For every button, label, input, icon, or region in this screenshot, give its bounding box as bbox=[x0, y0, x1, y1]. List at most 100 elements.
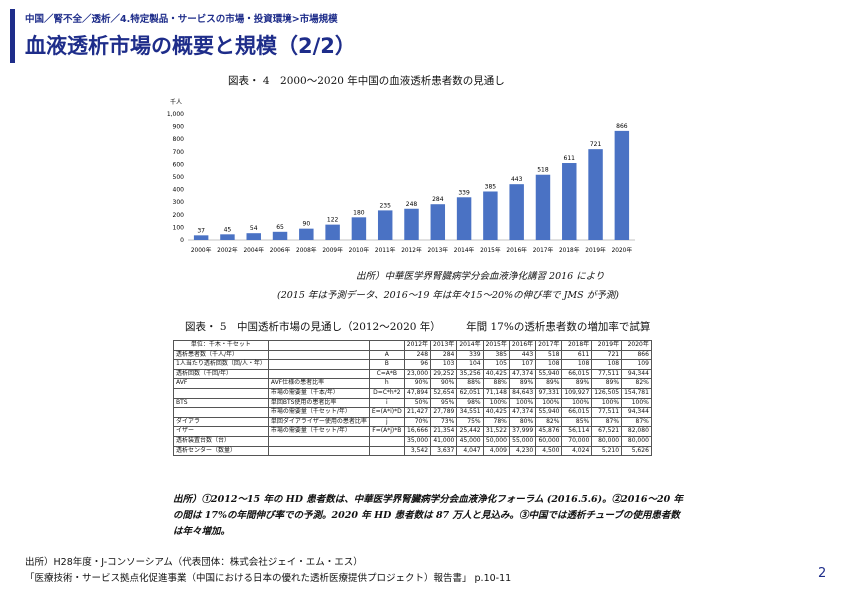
table-cell: 70,000 bbox=[561, 435, 593, 447]
table-cell: E=(A*i)*D bbox=[368, 407, 405, 418]
table-cell: C=A*B bbox=[368, 368, 405, 380]
table-header-row: 単位：千木・千セット 2012年 2013年 2014年 2015年 2016年 2017年… bbox=[173, 340, 652, 351]
bar bbox=[351, 217, 367, 240]
bar bbox=[325, 224, 340, 240]
table-cell: 21,427 bbox=[403, 407, 432, 418]
table-cell: 248 bbox=[403, 349, 432, 361]
table-cell: 100% bbox=[535, 397, 563, 409]
table-cell: 21,354 bbox=[430, 426, 458, 437]
x-tick-label: 2019年 bbox=[585, 246, 606, 254]
bar bbox=[404, 208, 419, 240]
table-header-cell: 単位：千木・千セット bbox=[173, 340, 269, 351]
table-cell: 100% bbox=[621, 397, 652, 409]
y-tick-label: 700 bbox=[173, 149, 185, 156]
table-cell: 45,876 bbox=[535, 426, 563, 437]
table-cell: 95% bbox=[430, 397, 458, 409]
table-cell: 5,210 bbox=[591, 445, 623, 457]
x-tick-label: 2010年 bbox=[349, 246, 370, 254]
table-cell bbox=[267, 368, 370, 380]
table-cell: 87% bbox=[621, 416, 652, 428]
table-cell: 109 bbox=[621, 359, 652, 370]
x-tick-label: 2014年 bbox=[454, 246, 475, 254]
table-cell: 透析センター（数量） bbox=[173, 445, 269, 457]
table-cell: イザー bbox=[173, 426, 269, 437]
table-row: 透析回数（千回/年） C=A*B 23,000 29,252 35,256 40,425 4… bbox=[173, 368, 652, 380]
table-cell bbox=[267, 445, 370, 457]
table-cell: 40,425 bbox=[482, 368, 510, 380]
table-cell: 単回ダイアライザー使用の患者比率 bbox=[267, 416, 370, 428]
table-header-cell: 2020年 bbox=[621, 340, 652, 351]
table-cell: B bbox=[368, 359, 405, 370]
title-accent-bar bbox=[10, 9, 15, 63]
table-cell: 78% bbox=[482, 416, 510, 428]
table-title: 図表・ 5 中国透析市場の見通し（2012〜2020 年） 年間 17%の透析患… bbox=[185, 319, 672, 334]
bar bbox=[299, 228, 314, 240]
table-cell: 88% bbox=[482, 378, 510, 389]
table-cell: 透析回数（千回/年） bbox=[173, 368, 269, 380]
table-cell: 100% bbox=[591, 397, 623, 409]
table-cell: 100% bbox=[561, 397, 593, 409]
table-cell: 80,000 bbox=[591, 435, 623, 447]
table-cell: 107 bbox=[508, 359, 537, 370]
table-cell bbox=[173, 387, 269, 399]
x-tick-label: 2018年 bbox=[559, 246, 580, 254]
table-cell: 339 bbox=[456, 349, 484, 361]
bar bbox=[377, 210, 393, 240]
y-tick-label: 400 bbox=[173, 187, 185, 194]
table-cell: 66,015 bbox=[561, 407, 593, 418]
table-cell bbox=[368, 435, 405, 447]
x-tick-label: 2000年 bbox=[191, 246, 212, 254]
table-cell: 84,643 bbox=[508, 387, 537, 399]
table-cell: 89% bbox=[508, 378, 537, 389]
table-cell: 518 bbox=[535, 349, 563, 361]
x-tick-label: 2009年 bbox=[322, 246, 343, 254]
bar-value-label: 37 bbox=[197, 227, 205, 234]
x-tick-label: 2006年 bbox=[270, 246, 291, 254]
table-cell: 71,148 bbox=[482, 387, 510, 399]
table-cell: 37,999 bbox=[508, 426, 537, 437]
chart-source-note: (2015 年は予測データ、2016〜19 年は年々15〜20%の伸び率で JM… bbox=[277, 290, 619, 301]
table-cell: 市場の需要量（千セット/年） bbox=[267, 426, 370, 437]
bar-value-label: 518 bbox=[537, 167, 549, 174]
bar bbox=[614, 130, 630, 240]
table-cell: 5,626 bbox=[621, 445, 652, 457]
table-cell: 25,442 bbox=[456, 426, 484, 437]
table-cell: 284 bbox=[430, 349, 458, 361]
table-body: 透析患者数（千人/年） A 248 284 339 385 443 518 611 721 866 1… bbox=[173, 349, 652, 457]
y-tick-label: 0 bbox=[180, 237, 184, 244]
bar-value-label: 339 bbox=[458, 189, 470, 196]
table-cell: 56,114 bbox=[561, 426, 593, 437]
table-cell: AVF仕様の患者比率 bbox=[267, 378, 370, 389]
table-header-cell: 2014年 bbox=[456, 340, 484, 351]
table-cell: 23,000 bbox=[403, 368, 432, 380]
table-cell: 108 bbox=[591, 359, 623, 370]
bar-value-label: 65 bbox=[276, 224, 284, 231]
table-cell: 40,425 bbox=[482, 407, 510, 418]
bar bbox=[272, 231, 288, 240]
x-tick-label: 2004年 bbox=[243, 246, 264, 254]
page-number: 2 bbox=[818, 566, 827, 581]
table-cell: 市場の需要量（千本/年） bbox=[267, 387, 370, 399]
bar-value-label: 721 bbox=[590, 141, 602, 148]
bar-value-label: 284 bbox=[432, 196, 444, 203]
table-header-cell: 2012年 bbox=[403, 340, 432, 351]
x-tick-label: 2017年 bbox=[533, 246, 554, 254]
y-tick-label: 300 bbox=[173, 199, 185, 206]
table-cell bbox=[368, 445, 405, 457]
table-header-cell: 2017年 bbox=[535, 340, 563, 351]
table-cell: 80% bbox=[508, 416, 537, 428]
x-tick-label: 2016年 bbox=[506, 246, 527, 254]
table-cell: 60,000 bbox=[535, 435, 563, 447]
table-cell: 100% bbox=[508, 397, 537, 409]
table-cell: 55,940 bbox=[535, 368, 563, 380]
table-cell: 77,511 bbox=[591, 368, 623, 380]
table-cell: 35,256 bbox=[456, 368, 484, 380]
table-cell: j bbox=[368, 416, 405, 428]
chart-source: 出所）中華医学界腎臓病学分会血液浄化講習 2016 により bbox=[356, 271, 605, 282]
bar bbox=[562, 163, 577, 240]
table-source-note: 出所）①2012〜15 年の HD 患者数は、中華医学界腎臓病学分会血液浄化フォ… bbox=[173, 494, 684, 537]
bar-value-label: 385 bbox=[485, 183, 497, 190]
y-tick-label: 600 bbox=[173, 161, 185, 168]
bar bbox=[588, 149, 603, 240]
table-cell: 透析患者数（千人/年） bbox=[173, 349, 269, 361]
